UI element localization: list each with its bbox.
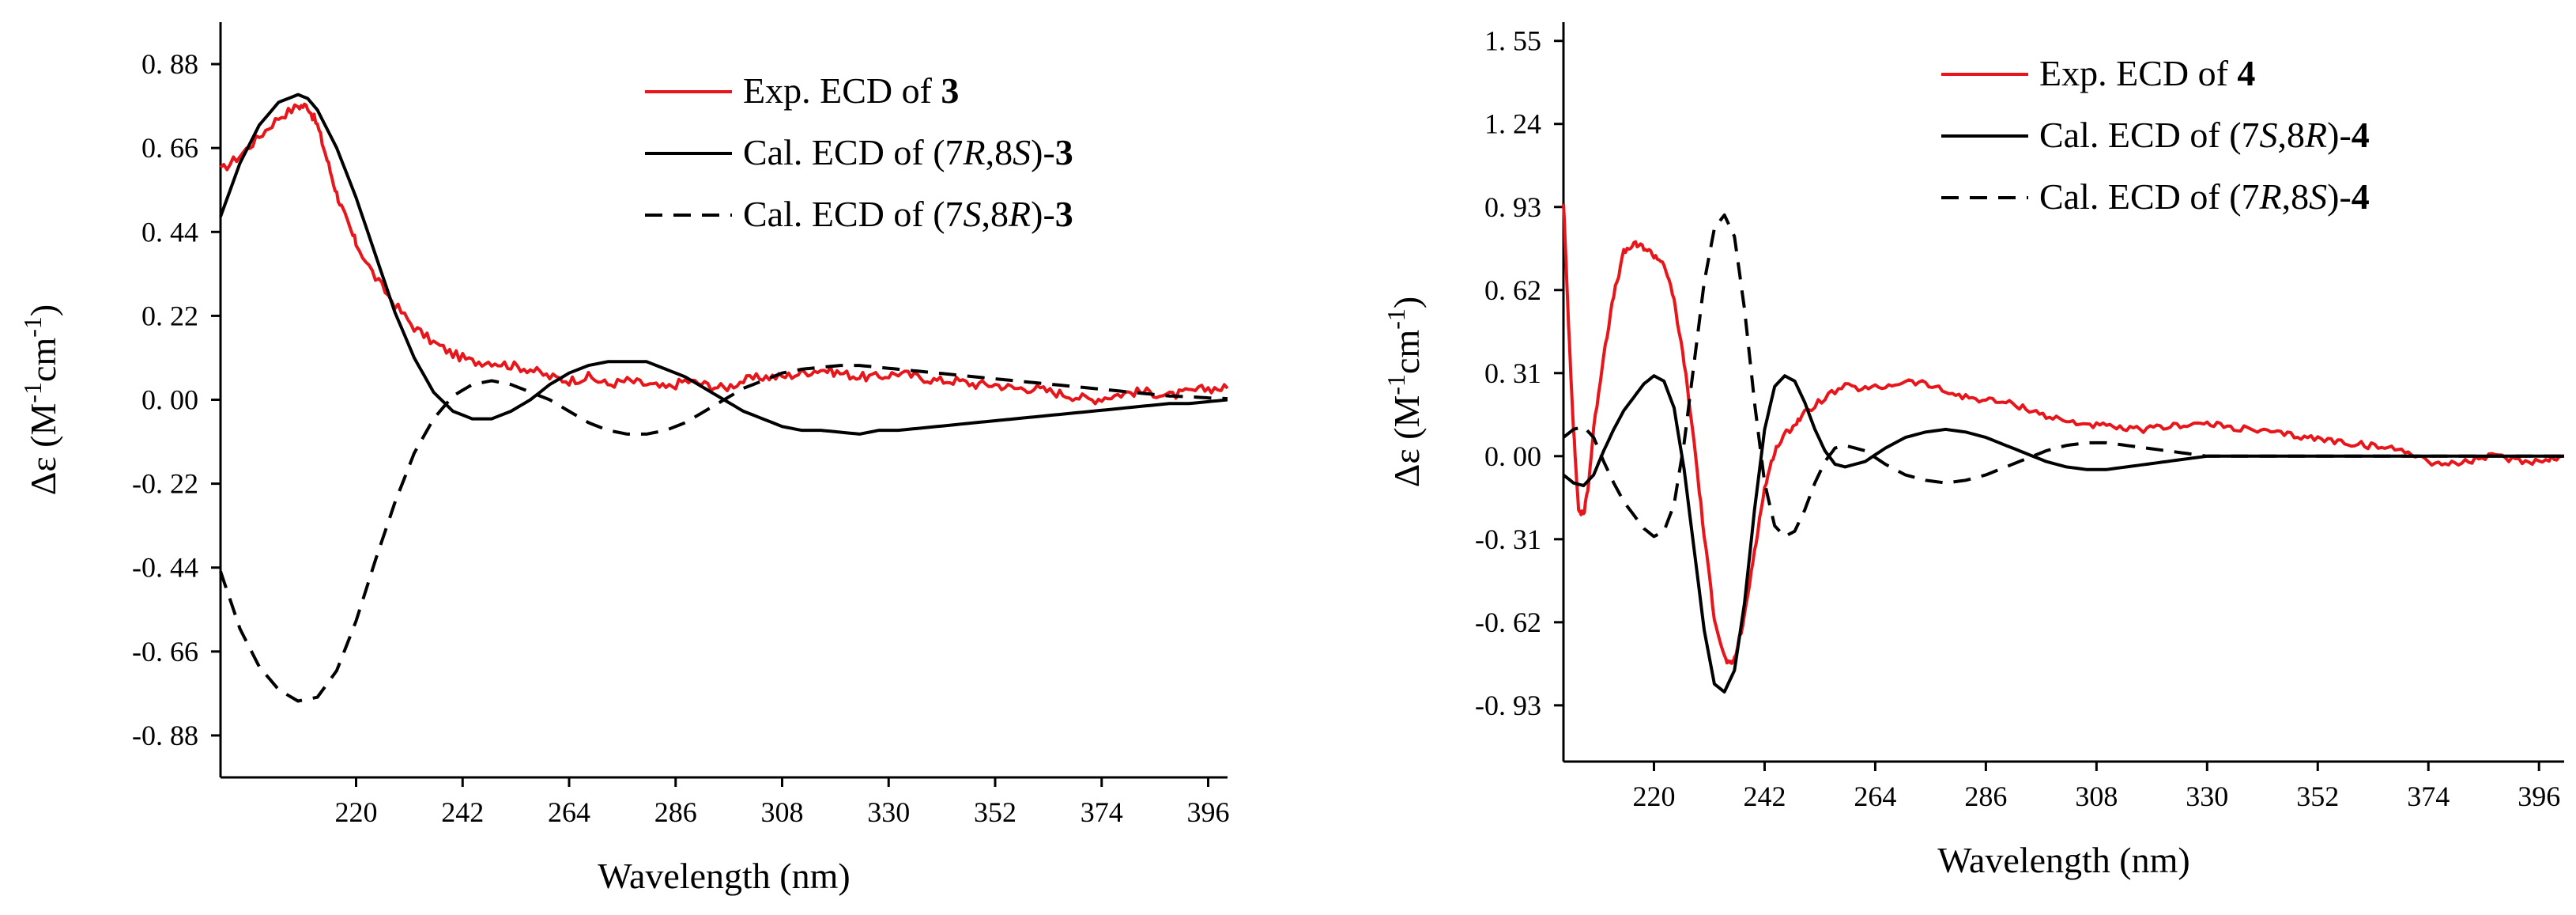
y-tick-label: 0. 31	[1484, 357, 1541, 389]
x-tick-label: 286	[654, 796, 697, 828]
y-tick-label: -0. 44	[132, 552, 198, 584]
series-line-1	[219, 102, 1229, 406]
y-tick-label: -0. 31	[1475, 524, 1541, 555]
x-axis-label: Wavelength (nm)	[598, 856, 850, 896]
x-tick-label: 374	[2407, 781, 2450, 812]
legend-label-3: Cal. ECD of (7S,8R)-3	[743, 194, 1073, 234]
y-tick-label: 0. 00	[141, 384, 198, 416]
x-tick-label: 352	[2296, 781, 2339, 812]
legend-label-1: Exp. ECD of 4	[2039, 53, 2255, 93]
legend-label-2: Cal. ECD of (7R,8S)-3	[743, 132, 1073, 172]
series-line-2	[219, 93, 1228, 436]
x-tick-label: 308	[761, 796, 804, 828]
y-tick-label: 0. 88	[141, 48, 198, 80]
x-tick-label: 352	[974, 796, 1016, 828]
chart-panel-right: 1. 55 1. 24 0. 93 0. 62 0. 31 0. 00 -0. 31 -0. …	[1382, 22, 2565, 880]
x-tick-label: 396	[1187, 796, 1230, 828]
y-tick-label: 0. 44	[141, 216, 198, 248]
y-tick-label: -0. 62	[1475, 607, 1541, 638]
x-tick-label: 220	[335, 796, 378, 828]
series-line-2	[1562, 374, 2564, 694]
legend-label-2: Cal. ECD of (7S,8R)-4	[2039, 115, 2370, 155]
y-tick-label: -0. 88	[132, 720, 198, 751]
x-tick-label: 264	[1854, 781, 1896, 812]
series-line-3	[219, 364, 1228, 703]
x-tick-label: 286	[1964, 781, 2007, 812]
x-tick-label: 242	[441, 796, 484, 828]
x-tick-label: 374	[1081, 796, 1123, 828]
x-tick-label: 308	[2075, 781, 2118, 812]
x-tick-label: 330	[2186, 781, 2228, 812]
y-tick-label: 1. 55	[1484, 25, 1541, 57]
y-tick-label: 0. 62	[1484, 274, 1541, 306]
y-tick-label: 1. 24	[1484, 108, 1541, 140]
y-tick-label: -0. 22	[132, 468, 198, 500]
legend-label-3: Cal. ECD of (7R,8S)-4	[2039, 176, 2370, 217]
y-tick-label: 0. 22	[141, 300, 198, 331]
y-tick-label: -0. 93	[1475, 690, 1541, 721]
series-line-3	[1562, 213, 2564, 539]
x-tick-label: 330	[867, 796, 910, 828]
x-tick-label: 396	[2518, 781, 2560, 812]
chart-panel-left: 0. 88 0. 66 0. 44 0. 22 0. 00 -0. 22 -0. 44 -0.…	[18, 22, 1230, 896]
y-tick-label: 0. 93	[1484, 191, 1541, 223]
x-tick-label: 264	[548, 796, 590, 828]
x-axis-label: Wavelength (nm)	[1937, 840, 2189, 880]
y-tick-label: 0. 00	[1484, 440, 1541, 472]
y-tick-label: 0. 66	[141, 132, 198, 164]
y-axis-label: Δε (M-1cm-1)	[18, 304, 63, 495]
y-axis-label: Δε (M-1cm-1)	[1382, 297, 1427, 487]
x-tick-label: 242	[1743, 781, 1786, 812]
legend-label-1: Exp. ECD of 3	[743, 70, 959, 111]
y-tick-label: -0. 66	[132, 636, 198, 667]
x-tick-label: 220	[1633, 781, 1676, 812]
series-line-1	[1562, 203, 2565, 665]
